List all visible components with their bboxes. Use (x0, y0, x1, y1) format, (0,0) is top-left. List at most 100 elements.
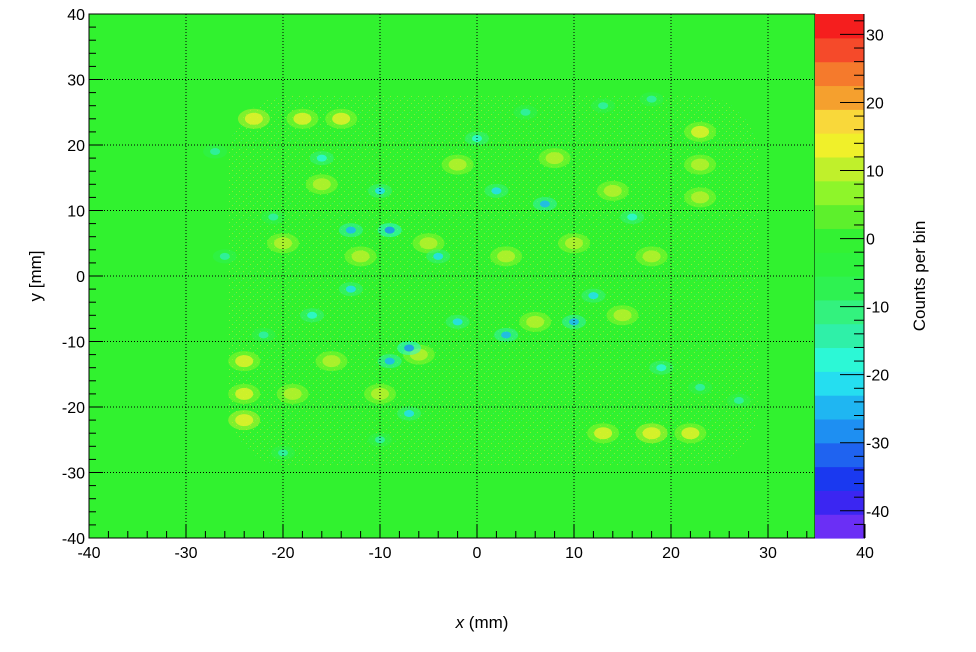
hot-spot (613, 309, 632, 322)
hot-spot (526, 315, 545, 328)
hot-spot (274, 237, 292, 250)
cold-spot (733, 396, 744, 404)
colorbar-segment (815, 323, 864, 349)
colorbar-tick-label: -20 (866, 368, 889, 385)
hot-spot (691, 158, 710, 171)
x-tick-label: -40 (77, 545, 100, 562)
colorbar-segment (815, 466, 864, 491)
hot-spot (691, 191, 710, 204)
colorbar-tick-label: 30 (866, 27, 884, 44)
colorbar-segment (815, 61, 864, 87)
x-tick-label: 30 (759, 545, 777, 562)
cold-spot (404, 344, 415, 352)
hot-spot (351, 250, 370, 263)
hot-spot (497, 250, 516, 263)
cold-spot (210, 148, 221, 156)
hot-spot (244, 112, 263, 125)
hot-spot (293, 112, 312, 125)
colorbar-title: Counts per bin (910, 221, 929, 332)
colorbar-segment (815, 347, 864, 372)
colorbar-tick-label: 0 (866, 232, 875, 249)
colorbar-tick-label: -30 (866, 436, 889, 453)
x-tick-label: 10 (565, 545, 583, 562)
colorbar-segment (815, 180, 864, 206)
y-tick-label: -20 (62, 400, 85, 417)
cold-spot (520, 108, 531, 116)
cold-spot (268, 213, 279, 221)
cold-spot (258, 331, 269, 339)
cold-spot (219, 252, 230, 260)
cold-spot (384, 226, 395, 234)
hot-spot (419, 237, 438, 250)
x-axis-title: x (mm) (455, 613, 509, 632)
cold-spot (375, 436, 385, 444)
y-axis-title: y [mm] (26, 251, 45, 302)
colorbar-segment (815, 371, 864, 396)
y-tick-label: 40 (67, 7, 85, 24)
cold-spot (345, 226, 356, 234)
hot-spot (283, 387, 302, 400)
ticks-layer: -40 -30 -20 -10 0 10 20 30 40 -40 -30 -20 -10 0 10 20 30… (62, 7, 874, 562)
y-tick-label: -40 (62, 531, 85, 548)
cold-spot (384, 357, 395, 365)
colorbar-segment (815, 85, 864, 110)
hot-spot (642, 250, 661, 263)
cold-spot (627, 213, 638, 221)
x-tick-label: 20 (662, 545, 680, 562)
colorbar-tick-label: -40 (866, 504, 889, 521)
grid-layer (89, 14, 815, 538)
x-tick-label: 40 (856, 545, 874, 562)
cold-spot (539, 200, 550, 208)
cold-spot (316, 154, 327, 162)
colorbar: -40 -30 -20 -10 0 10 20 30 (815, 14, 889, 539)
x-axis-title-unit: (mm) (464, 613, 508, 632)
cold-spot (656, 364, 667, 372)
cold-spot (588, 292, 599, 300)
x-tick-label: -10 (368, 545, 391, 562)
colorbar-tick-label: -10 (866, 300, 889, 317)
hot-spot (594, 427, 613, 440)
hot-spot (681, 427, 700, 440)
spots-layer (203, 92, 751, 460)
hot-spot (565, 237, 583, 250)
cold-spot (345, 285, 356, 293)
colorbar-segment (815, 37, 864, 63)
y-tick-label: 20 (67, 138, 85, 155)
colorbar-segment (815, 514, 864, 539)
hot-spot (545, 152, 564, 165)
cold-spot (598, 102, 609, 110)
cold-spot (404, 410, 415, 418)
hot-spot (235, 414, 254, 427)
cold-spot (646, 95, 657, 103)
hot-spot (448, 158, 467, 171)
cold-spot (452, 318, 463, 326)
y-tick-label: 10 (67, 204, 85, 221)
cold-spot (433, 252, 444, 260)
cold-spot (472, 134, 482, 142)
cold-spot (501, 331, 512, 339)
y-tick-label: 30 (67, 73, 85, 90)
colorbar-segment (815, 418, 864, 444)
hot-spot (312, 178, 331, 191)
hot-spot (603, 184, 622, 197)
hot-spot (691, 125, 710, 138)
colorbar-segment (815, 156, 864, 182)
colorbar-segment (815, 252, 864, 277)
cold-spot (307, 311, 318, 319)
hot-spot (235, 387, 254, 400)
colorbar-segment (815, 133, 864, 158)
cold-spot (375, 187, 385, 195)
x-tick-label: 0 (473, 545, 482, 562)
colorbar-segment (815, 228, 864, 253)
hot-spot (235, 355, 254, 368)
hot-spot (332, 112, 351, 125)
colorbar-segment (815, 442, 864, 468)
x-axis-title-var: x (455, 613, 465, 632)
x-tick-label: -30 (174, 545, 197, 562)
cold-spot (491, 187, 502, 195)
hot-spot (322, 355, 341, 368)
y-tick-label: 0 (76, 269, 85, 286)
cold-spot (695, 383, 706, 391)
colorbar-tick-label: 20 (866, 95, 884, 112)
x-tick-label: -20 (271, 545, 294, 562)
